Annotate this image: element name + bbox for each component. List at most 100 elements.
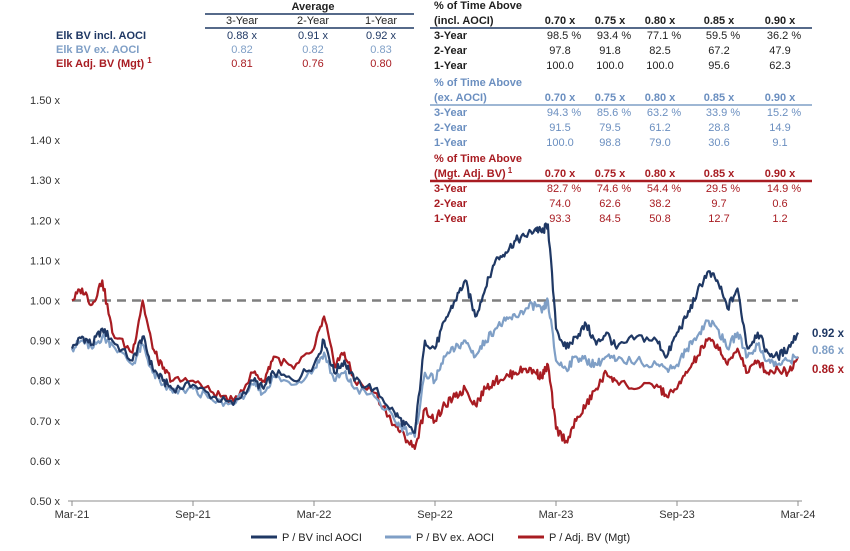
pct-cell: 98.8 [599,137,620,149]
x-tick-label: Mar-21 [55,509,90,521]
pct-row-label: 3-Year [434,30,468,42]
pct-table-subtitle: (incl. AOCI) [434,15,494,27]
average-multiple-table: Average 3-Year 2-Year 1-Year Elk BV incl. AO… [56,1,414,70]
pct-column-header: 0.75 x [595,168,626,180]
percent-time-above-tables: % of Time Above (incl. AOCI) 0.70 x 0.75 x 0… [430,0,812,225]
x-tick-label: Sep-22 [417,509,452,521]
avg-column-header: 2-Year [297,15,329,27]
pct-cell: 95.6 [708,60,729,72]
avg-cell: 0.82 [231,44,252,56]
pct-column-header: 0.70 x [545,15,576,27]
pct-column-header: 0.70 x [545,168,576,180]
pct-row-label: 1-Year [434,137,468,149]
x-tick-label: Sep-21 [175,509,210,521]
avg-cell: 0.80 [370,58,391,70]
pct-table-title: % of Time Above [434,0,522,12]
avg-cell: 0.83 [370,44,391,56]
pct-cell: 0.6 [772,198,787,210]
y-tick-label: 1.40 x [30,135,60,147]
pct-table-2: % of Time Above(Mgt. Adj. BV) 1 0.70 x 0.75… [430,153,812,225]
pct-row-label: 1-Year [434,213,468,225]
pct-column-header: 0.85 x [704,15,735,27]
pct-column-header: 0.80 x [645,92,676,104]
pct-cell: 33.9 % [706,107,740,119]
avg-column-header: 1-Year [365,15,397,27]
pct-cell: 94.3 % [547,107,581,119]
pct-cell: 29.5 % [706,183,740,195]
pct-cell: 12.7 [708,213,729,225]
y-tick-label: 1.10 x [30,255,60,267]
end-value-label: 0.86 x [812,364,845,376]
pct-cell: 100.0 [546,137,574,149]
avg-cell: 0.82 [302,44,323,56]
pct-cell: 54.4 % [647,183,681,195]
avg-cell: 0.76 [302,58,323,70]
avg-cell: 0.88 x [227,30,257,42]
y-tick-label: 0.50 x [30,496,60,508]
pct-cell: 62.3 [769,60,790,72]
pct-table-title: % of Time Above [434,153,522,165]
pct-cell: 93.3 [549,213,570,225]
pct-column-header: 0.80 x [645,168,676,180]
end-labels: 0.92 x 0.86 x 0.86 x [812,328,845,376]
pct-column-header: 0.75 x [595,15,626,27]
x-tick-label: Mar-22 [297,509,332,521]
y-tick-label: 0.80 x [30,376,60,388]
pct-cell: 98.5 % [547,30,581,42]
pct-row-label: 2-Year [434,45,468,57]
pct-cell: 91.5 [549,122,570,134]
y-tick-label: 1.00 x [30,296,60,308]
pct-cell: 28.8 [708,122,729,134]
pct-cell: 100.0 [596,60,624,72]
pct-cell: 84.5 [599,213,620,225]
pct-cell: 9.1 [772,137,787,149]
pct-table-title: % of Time Above [434,77,522,89]
pct-row-label: 1-Year [434,60,468,72]
x-tick-label: Sep-23 [659,509,694,521]
pct-cell: 74.6 % [597,183,631,195]
y-tick-label: 1.30 x [30,175,60,187]
pct-cell: 77.1 % [647,30,681,42]
pct-cell: 82.7 % [547,183,581,195]
pct-cell: 97.8 [549,45,570,57]
legend-label: P / BV ex. AOCI [416,532,494,544]
chart-series [70,222,800,450]
pct-column-header: 0.85 x [704,168,735,180]
pct-cell: 14.9 % [767,183,801,195]
avg-column-header: 3-Year [226,15,258,27]
pct-cell: 47.9 [769,45,790,57]
end-value-label: 0.86 x [812,345,845,357]
pct-row-label: 2-Year [434,122,468,134]
y-tick-label: 1.20 x [30,215,60,227]
avg-row-label: Elk BV ex. AOCI [56,44,139,56]
x-tick-label: Mar-24 [781,509,816,521]
pct-cell: 30.6 [708,137,729,149]
x-tick-label: Mar-23 [539,509,574,521]
pct-cell: 100.0 [646,60,674,72]
pct-column-header: 0.90 x [765,15,796,27]
avg-row-label: Elk BV incl. AOCI [56,30,146,42]
pct-cell: 14.9 [769,122,790,134]
avg-cell: 0.92 x [366,30,396,42]
pct-table-subtitle: (Mgt. Adj. BV) 1 [434,166,513,180]
pct-cell: 61.2 [649,122,670,134]
y-tick-label: 0.70 x [30,416,60,428]
pct-cell: 93.4 % [597,30,631,42]
y-tick-label: 0.90 x [30,336,60,348]
series-line-1 [71,297,799,438]
pct-cell: 15.2 % [767,107,801,119]
pct-cell: 85.6 % [597,107,631,119]
pct-row-label: 3-Year [434,107,468,119]
pct-cell: 63.2 % [647,107,681,119]
pct-cell: 38.2 [649,198,670,210]
pct-cell: 67.2 [708,45,729,57]
pct-column-header: 0.80 x [645,15,676,27]
pct-cell: 59.5 % [706,30,740,42]
pct-column-header: 0.90 x [765,92,796,104]
pct-cell: 9.7 [711,198,726,210]
avg-cell: 0.81 [231,58,252,70]
legend-label: P / Adj. BV (Mgt) [549,532,630,544]
pct-cell: 1.2 [772,213,787,225]
pct-column-header: 0.75 x [595,92,626,104]
